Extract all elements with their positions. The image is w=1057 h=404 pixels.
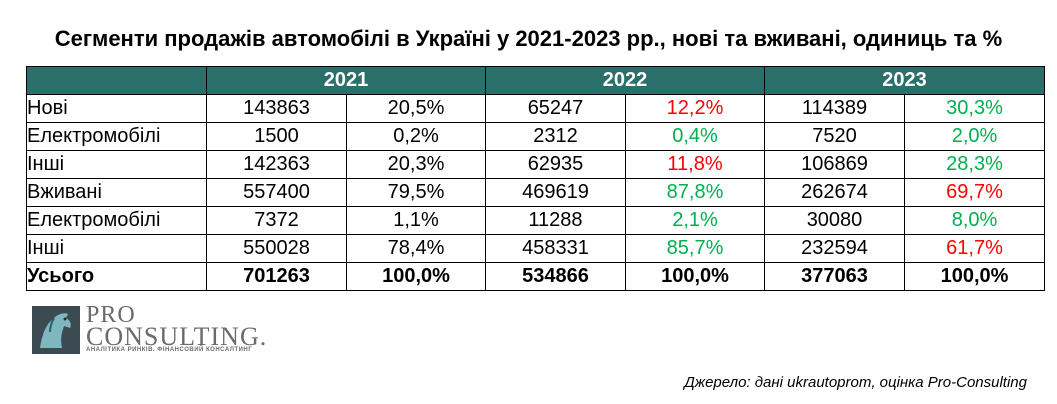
table-row: Електромобілі 7372 1,1% 11288 2,1% 30080 8,0% (26, 206, 1045, 235)
row-label: Електромобілі (26, 122, 207, 151)
percent-cell: 0,2% (346, 122, 486, 151)
percent-cell: 69,7% (904, 178, 1045, 207)
table-body: Нові 143863 20,5% 65247 12,2% 114389 30,3% Елек… (26, 94, 1045, 291)
table-row: Інші 550028 78,4% 458331 85,7% 232594 61,7% (26, 234, 1045, 263)
units-cell: 7372 (206, 206, 347, 235)
units-cell: 7520 (764, 122, 905, 151)
percent-cell: 8,0% (904, 206, 1045, 235)
horse-logo-icon (32, 306, 80, 354)
percent-cell: 100,0% (625, 262, 765, 291)
units-cell: 11288 (485, 206, 626, 235)
units-cell: 106869 (764, 150, 905, 179)
row-label: Вживані (26, 178, 207, 207)
percent-cell: 61,7% (904, 234, 1045, 263)
logo-text-pro: PRO (86, 302, 136, 328)
units-cell: 1500 (206, 122, 347, 151)
units-cell: 232594 (764, 234, 905, 263)
logo-tagline: АНАЛІТИКА РИНКІВ. ФІНАНСОВИЙ КОНСАЛТИНГ (86, 347, 253, 353)
units-cell: 701263 (206, 262, 347, 291)
units-cell: 62935 (485, 150, 626, 179)
percent-cell: 12,2% (625, 94, 765, 123)
table-row: Інші 142363 20,3% 62935 11,8% 106869 28,3% (26, 150, 1045, 179)
units-cell: 469619 (485, 178, 626, 207)
percent-cell: 100,0% (904, 262, 1045, 291)
units-cell: 143863 (206, 94, 347, 123)
units-cell: 65247 (485, 94, 626, 123)
units-cell: 114389 (764, 94, 905, 123)
sales-table: 2021 2022 2023 Нові 143863 20,5% 65247 12,2%… (26, 66, 1045, 291)
percent-cell: 87,8% (625, 178, 765, 207)
percent-cell: 28,3% (904, 150, 1045, 179)
row-label: Інші (26, 150, 207, 179)
percent-cell: 30,3% (904, 94, 1045, 123)
table-row: Вживані 557400 79,5% 469619 87,8% 262674 69,7% (26, 178, 1045, 207)
units-cell: 377063 (764, 262, 905, 291)
page-title: Сегменти продажів автомобілі в Україні у… (54, 26, 1003, 51)
row-label: Інші (26, 234, 207, 263)
logo-text-consulting: CONSULTING. (86, 322, 268, 351)
percent-cell: 0,4% (625, 122, 765, 151)
row-label: Нові (26, 94, 207, 123)
units-cell: 534866 (485, 262, 626, 291)
units-cell: 142363 (206, 150, 347, 179)
header-empty-cell (26, 66, 207, 95)
percent-cell: 20,3% (346, 150, 486, 179)
percent-cell: 20,5% (346, 94, 486, 123)
header-year-2021: 2021 (206, 66, 486, 95)
header-year-2023: 2023 (764, 66, 1045, 95)
source-note: Джерело: дані ukrautoprom, оцінка Pro-Co… (684, 374, 1027, 391)
header-year-2022: 2022 (485, 66, 765, 95)
row-label: Електромобілі (26, 206, 207, 235)
table-header-row: 2021 2022 2023 (26, 66, 1045, 95)
percent-cell: 100,0% (346, 262, 486, 291)
percent-cell: 79,5% (346, 178, 486, 207)
units-cell: 557400 (206, 178, 347, 207)
percent-cell: 85,7% (625, 234, 765, 263)
units-cell: 30080 (764, 206, 905, 235)
percent-cell: 78,4% (346, 234, 486, 263)
percent-cell: 2,1% (625, 206, 765, 235)
table-row: Усього 701263 100,0% 534866 100,0% 377063 100,… (26, 262, 1045, 291)
percent-cell: 2,0% (904, 122, 1045, 151)
pro-consulting-logo: PRO CONSULTING. АНАЛІТИКА РИНКІВ. ФІНАНС… (30, 302, 266, 358)
percent-cell: 11,8% (625, 150, 765, 179)
table-row: Електромобілі 1500 0,2% 2312 0,4% 7520 2,0% (26, 122, 1045, 151)
units-cell: 458331 (485, 234, 626, 263)
row-label: Усього (26, 262, 207, 291)
units-cell: 550028 (206, 234, 347, 263)
percent-cell: 1,1% (346, 206, 486, 235)
table-row: Нові 143863 20,5% 65247 12,2% 114389 30,3% (26, 94, 1045, 123)
units-cell: 2312 (485, 122, 626, 151)
units-cell: 262674 (764, 178, 905, 207)
